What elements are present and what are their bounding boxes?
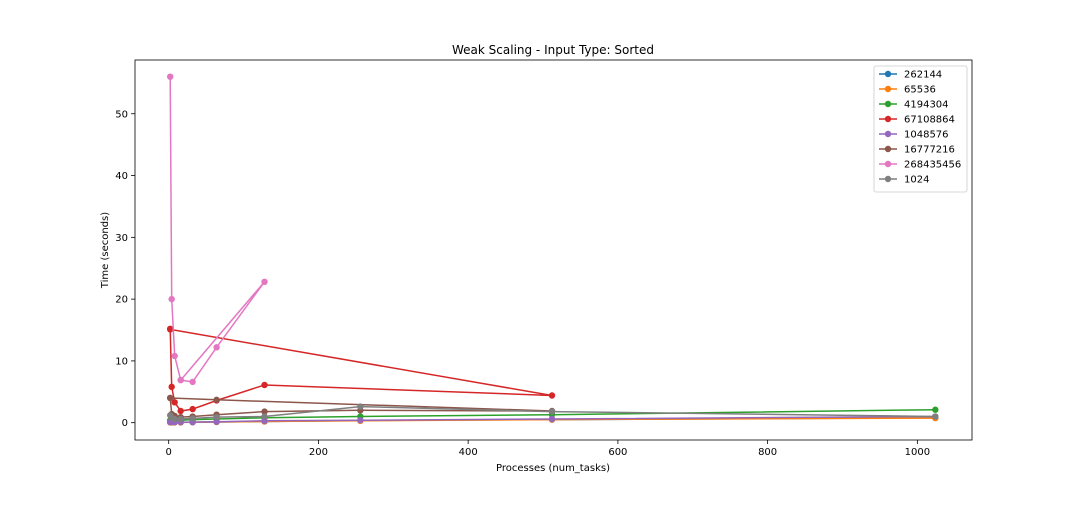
legend-item: 4194304	[879, 100, 949, 111]
x-tick-label: 600	[608, 447, 627, 458]
data-point	[357, 403, 364, 410]
legend-marker	[884, 145, 892, 153]
series-1024	[166, 403, 939, 423]
legend-marker	[884, 160, 892, 168]
legend-item: 16777216	[879, 145, 955, 156]
legend-marker	[884, 100, 892, 108]
data-point	[166, 394, 174, 402]
chart-title: Weak Scaling - Input Type: Sorted	[452, 43, 654, 57]
legend-label: 67108864	[904, 115, 955, 126]
data-point	[177, 407, 184, 415]
legend-marker	[884, 85, 892, 93]
series-268435456	[166, 73, 268, 386]
data-point	[189, 415, 196, 422]
data-point	[261, 408, 268, 415]
data-point	[171, 415, 178, 423]
legend-marker	[884, 175, 892, 183]
legend-marker	[884, 130, 892, 138]
y-tick-label: 10	[115, 356, 128, 367]
data-point	[548, 392, 556, 399]
legend-label: 1048576	[904, 130, 949, 141]
legend: 262144 65536 4194304 67108864 1048576 1677721…	[873, 65, 968, 193]
y-axis: 0 10 20 30 40 50	[115, 109, 135, 429]
x-tick-label: 1000	[905, 447, 930, 458]
y-tick-label: 50	[115, 109, 128, 120]
data-point	[261, 381, 268, 389]
data-point	[932, 413, 939, 420]
legend-box	[873, 65, 968, 193]
legend-label: 4194304	[904, 100, 949, 111]
data-point	[166, 73, 174, 80]
series-line	[169, 76, 266, 383]
data-point	[213, 396, 220, 404]
legend-label: 262144	[904, 70, 942, 81]
legend-marker	[884, 70, 892, 78]
y-axis-label: Time (seconds)	[100, 212, 111, 289]
data-point	[166, 326, 174, 333]
x-tick-label: 800	[758, 447, 777, 458]
data-point	[189, 378, 196, 386]
data-point	[177, 415, 184, 423]
plot-area	[166, 73, 939, 426]
legend-item: 67108864	[879, 115, 955, 126]
data-point	[171, 399, 178, 406]
legend-item: 65536	[879, 85, 936, 96]
legend-label: 268435456	[904, 160, 961, 171]
data-point	[213, 344, 220, 351]
data-point	[189, 405, 196, 413]
data-point	[213, 418, 220, 425]
data-point	[213, 413, 220, 421]
data-point	[171, 352, 178, 360]
y-tick-label: 20	[115, 295, 128, 306]
legend-marker	[884, 115, 892, 123]
series-67108864	[166, 325, 556, 415]
legend-label: 1024	[904, 175, 929, 186]
legend-item: 268435456	[879, 160, 961, 171]
legend-label: 16777216	[904, 145, 955, 156]
legend-item: 262144	[879, 70, 942, 81]
plot-frame	[134, 59, 973, 441]
legend-item: 1048576	[879, 130, 949, 141]
legend-label: 65536	[904, 85, 936, 96]
series-line	[169, 328, 553, 412]
legend-item: 1024	[879, 175, 929, 186]
y-tick-label: 30	[115, 233, 128, 244]
data-point	[177, 376, 184, 384]
y-tick-label: 0	[122, 418, 128, 429]
data-point	[261, 278, 268, 286]
data-point	[357, 417, 364, 424]
x-tick-label: 400	[459, 447, 478, 458]
data-point	[261, 413, 268, 420]
data-point	[548, 415, 556, 423]
x-tick-label: 0	[166, 447, 172, 458]
x-tick-label: 200	[309, 447, 328, 458]
data-point	[168, 295, 175, 303]
data-point	[168, 383, 175, 391]
x-axis: 0 200 400 600 800 1000	[166, 440, 930, 458]
y-tick-label: 40	[115, 171, 128, 182]
data-point	[548, 408, 556, 415]
x-axis-label: Processes (num_tasks)	[496, 463, 610, 474]
data-point	[932, 406, 939, 413]
